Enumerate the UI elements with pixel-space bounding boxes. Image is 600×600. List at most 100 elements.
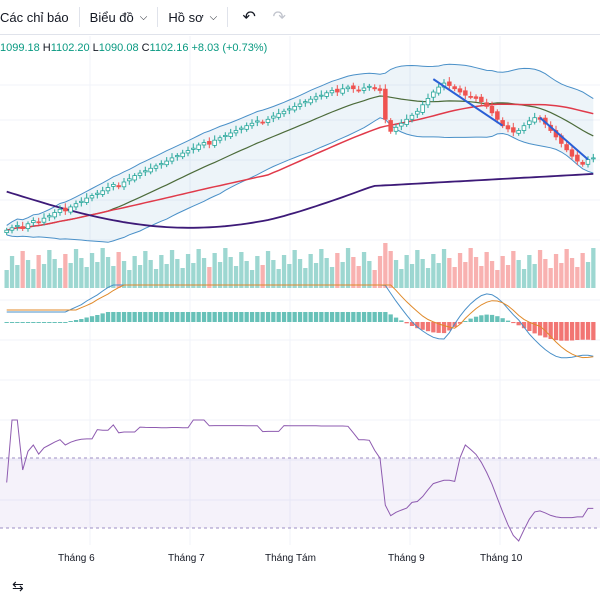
indicators-button[interactable]: Các chỉ báo [0,0,69,34]
volume-bar [281,255,287,288]
candle-body [68,206,73,213]
macd-histogram-bar [207,312,212,322]
macd-histogram-bar [52,322,57,323]
redo-icon[interactable]: ↷ [272,9,286,26]
macd-histogram-bar [244,312,249,322]
volume-bar [57,268,63,288]
volume-bar [185,254,191,288]
candle-body [468,96,473,98]
macd-histogram-bar [564,322,569,341]
volume-bar [537,250,543,288]
candle-body [121,181,127,188]
candle-body [36,221,41,224]
volume-bar [377,256,383,288]
close-key: C [141,42,150,54]
volume-bar [15,265,20,288]
chart-type-label: Biểu đồ [89,9,134,25]
volume-bar [239,252,244,288]
macd-histogram-bar [436,322,441,333]
candle-body [297,103,303,107]
volume-bar [559,263,564,288]
macd-histogram-bar [543,322,548,338]
profile-button[interactable]: Hồ sơ ⌵ [168,0,217,34]
date-range-icon[interactable]: ⇆ [12,578,24,594]
candle-body [383,88,388,120]
candle-body [239,127,244,130]
profile-label: Hồ sơ [168,9,204,25]
macd-histogram-bar [388,314,393,322]
volume-bar [431,254,436,288]
volume-bar [399,269,404,288]
macd-histogram-bar [553,322,559,341]
macd-histogram-bar [239,312,244,322]
macd-histogram-bar [47,322,52,323]
macd-histogram-bar [217,312,223,322]
macd-histogram-bar [372,312,377,322]
candle-body [111,183,116,187]
undo-icon[interactable]: ↶ [242,9,256,26]
candle-body [452,86,457,90]
ma-long-line [6,173,594,229]
macd-histogram-bar [121,312,127,322]
volume-bar [468,248,473,288]
macd-histogram-bar [137,312,143,322]
volume-bar [169,250,175,288]
candle-body [575,154,580,162]
volume-bar [233,266,239,288]
volume-bar [313,263,319,288]
volume-bar [532,264,537,288]
candle-body [335,88,340,93]
macd-histogram-bar [148,312,153,322]
macd-histogram-bar [393,317,399,322]
volume-bar [36,255,41,288]
macd-histogram-bar [89,316,95,322]
candle-body [377,88,383,91]
candle-body [191,147,196,150]
macd-histogram-bar [303,312,308,322]
macd-histogram-bar [116,312,121,322]
volume-bar [415,250,420,288]
candle-body [463,90,468,96]
candle-body [495,111,500,120]
volume-bar [489,261,495,288]
volume-bar [287,264,292,288]
volume-bar [372,270,377,288]
candle-body [479,96,484,102]
volume-bar [345,248,351,288]
macd-histogram-bar [228,312,233,322]
chart-type-button[interactable]: Biểu đồ ⌵ [90,0,148,34]
macd-histogram-bar [511,322,516,324]
candle-body [388,120,393,132]
volume-bar [244,261,249,288]
high-key: H [42,42,51,54]
volume-bar [20,251,25,288]
candle-body [431,91,436,98]
volume-bar [89,253,95,288]
volume-bar [73,249,79,288]
macd-histogram-bar [559,322,564,341]
change-value: +8.03 [191,42,220,54]
candle-body [89,195,95,199]
candle-body [249,122,255,127]
volume-bar [484,252,489,288]
macd-histogram-bar [68,321,73,322]
volume-bar [591,248,596,288]
open-value: 1099.18 [0,42,40,54]
volume-bar [511,251,516,288]
macd-histogram-bar [484,314,489,322]
candle-body [105,187,111,192]
macd-histogram-bar [292,312,297,322]
candle-body [143,170,148,173]
volume-bar [543,259,548,288]
rsi-line [6,419,594,542]
macd-histogram-bar [420,322,425,330]
macd-histogram-bar [196,312,201,322]
x-axis-label: Tháng Tám [265,553,316,564]
candle-body [63,207,68,212]
macd-histogram-bar [143,312,148,322]
candle-body [415,110,420,115]
volume-bar [25,260,31,288]
volume-bar [521,269,527,288]
macd-histogram-bar [527,322,532,331]
